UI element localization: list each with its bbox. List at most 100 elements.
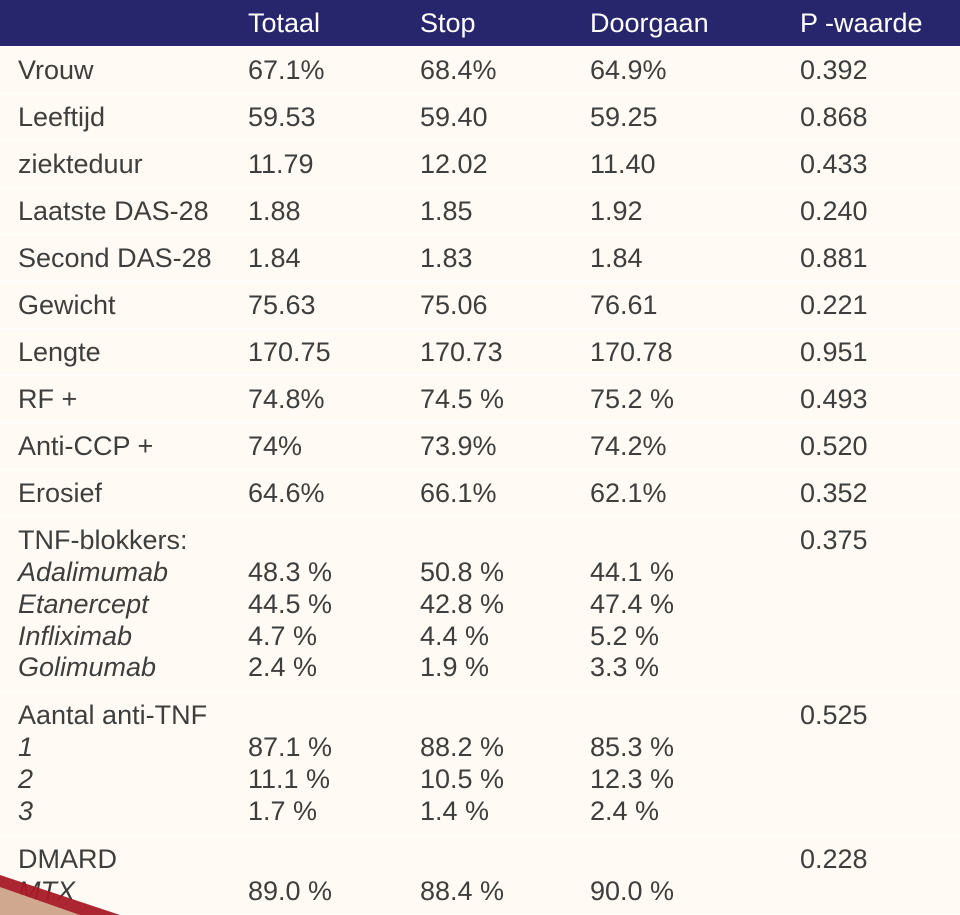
table-row-multi: DMARDMTX 89.0 % 88.4 % 90.0 % 0.228 xyxy=(0,836,960,915)
p-value: 0.525 xyxy=(800,700,948,731)
table-value: 85.3 % xyxy=(590,732,776,764)
table-cell: 1.84 xyxy=(578,235,788,282)
table-cell: 75.2 % xyxy=(578,376,788,423)
table-row: Leeftijd59.5359.4059.250.868 xyxy=(0,94,960,141)
table-cell: 59.53 xyxy=(236,94,408,141)
table-cell-pvalue: 0.228 xyxy=(788,836,960,915)
table-cell: 1.84 xyxy=(236,235,408,282)
row-sub-label: 2 xyxy=(18,764,224,796)
table-value: 44.5 % xyxy=(248,589,396,621)
row-label-title: Aantal anti-TNF xyxy=(18,700,224,732)
table-value: 12.3 % xyxy=(590,764,776,796)
table-cell: RF + xyxy=(0,376,236,423)
table-cell-pvalue: 0.525 xyxy=(788,692,960,835)
table-cell: Leeftijd xyxy=(0,94,236,141)
table-cell: 74.2% xyxy=(578,423,788,470)
table-cell: 88.4 % xyxy=(408,836,578,915)
table-value: 47.4 % xyxy=(590,589,776,621)
table-cell: 1.83 xyxy=(408,235,578,282)
table-cell: 89.0 % xyxy=(236,836,408,915)
row-sub-label: 3 xyxy=(18,796,224,828)
table-cell: 11.40 xyxy=(578,141,788,188)
row-label: TNF-blokkers:AdalimumabEtanerceptInflixi… xyxy=(0,517,236,692)
table-cell: 75.06 xyxy=(408,282,578,329)
table-cell: 73.9% xyxy=(408,423,578,470)
table-cell: 44.1 %47.4 %5.2 %3.3 % xyxy=(578,517,788,692)
spacer xyxy=(590,700,776,732)
table-row: RF +74.8%74.5 %75.2 %0.493 xyxy=(0,376,960,423)
row-label: DMARDMTX xyxy=(0,836,236,915)
table-cell: 68.4% xyxy=(408,47,578,94)
table-row-multi: TNF-blokkers:AdalimumabEtanerceptInflixi… xyxy=(0,517,960,692)
row-label: Aantal anti-TNF123 xyxy=(0,692,236,835)
table-cell: 170.75 xyxy=(236,329,408,376)
table-cell: 67.1% xyxy=(236,47,408,94)
spacer xyxy=(248,525,396,557)
table-cell: 76.61 xyxy=(578,282,788,329)
table-row: Second DAS-281.841.831.840.881 xyxy=(0,235,960,282)
spacer xyxy=(248,844,396,876)
table-cell: 1.92 xyxy=(578,188,788,235)
table-cell: Erosief xyxy=(0,470,236,517)
table-row: Laatste DAS-281.881.851.920.240 xyxy=(0,188,960,235)
table-cell: 0.433 xyxy=(788,141,960,188)
p-value: 0.375 xyxy=(800,525,948,556)
header-blank xyxy=(0,0,236,47)
table-cell: 74.5 % xyxy=(408,376,578,423)
table-cell: 11.79 xyxy=(236,141,408,188)
table-value: 5.2 % xyxy=(590,621,776,653)
table-cell: 90.0 % xyxy=(578,836,788,915)
table-cell: 0.493 xyxy=(788,376,960,423)
table-row: Anti-CCP +74%73.9%74.2%0.520 xyxy=(0,423,960,470)
table-cell: Gewicht xyxy=(0,282,236,329)
row-sub-label: 1 xyxy=(18,732,224,764)
table-row: Erosief64.6%66.1%62.1%0.352 xyxy=(0,470,960,517)
header-doorgaan: Doorgaan xyxy=(578,0,788,47)
spacer xyxy=(420,844,566,876)
table-cell: Laatste DAS-28 xyxy=(0,188,236,235)
table-value: 90.0 % xyxy=(590,876,776,908)
table-cell: 74% xyxy=(236,423,408,470)
row-label-title: DMARD xyxy=(18,844,224,876)
table-value: 48.3 % xyxy=(248,557,396,589)
table-value: 44.1 % xyxy=(590,557,776,589)
table-cell: 0.868 xyxy=(788,94,960,141)
table-value: 1.9 % xyxy=(420,652,566,684)
table-cell: 66.1% xyxy=(408,470,578,517)
table-value: 2.4 % xyxy=(590,796,776,828)
table-value: 89.0 % xyxy=(248,876,396,908)
statistics-table: Totaal Stop Doorgaan P -waarde Vrouw67.1… xyxy=(0,0,960,915)
row-sub-label: Etanercept xyxy=(18,589,224,621)
spacer xyxy=(420,525,566,557)
table-value: 42.8 % xyxy=(420,589,566,621)
row-sub-label: Adalimumab xyxy=(18,557,224,589)
row-sub-label: Infliximab xyxy=(18,621,224,653)
table-cell: 0.520 xyxy=(788,423,960,470)
table-cell: Anti-CCP + xyxy=(0,423,236,470)
table-value: 4.4 % xyxy=(420,621,566,653)
table-value: 1.4 % xyxy=(420,796,566,828)
table-value: 3.3 % xyxy=(590,652,776,684)
spacer xyxy=(590,525,776,557)
spacer xyxy=(590,844,776,876)
table-value: 4.7 % xyxy=(248,621,396,653)
header-stop: Stop xyxy=(408,0,578,47)
table-cell: 0.881 xyxy=(788,235,960,282)
table-cell: 50.8 %42.8 %4.4 %1.9 % xyxy=(408,517,578,692)
table-cell: 170.78 xyxy=(578,329,788,376)
table-value: 2.4 % xyxy=(248,652,396,684)
table-cell: 74.8% xyxy=(236,376,408,423)
table-value: 87.1 % xyxy=(248,732,396,764)
table-cell: 87.1 %11.1 %1.7 % xyxy=(236,692,408,835)
table-cell: 64.9% xyxy=(578,47,788,94)
table-cell: 0.240 xyxy=(788,188,960,235)
spacer xyxy=(420,700,566,732)
table-value: 88.2 % xyxy=(420,732,566,764)
row-sub-label: MTX xyxy=(18,876,224,908)
table-cell: Lengte xyxy=(0,329,236,376)
p-value: 0.228 xyxy=(800,844,948,875)
table-cell: 0.392 xyxy=(788,47,960,94)
table-cell: 85.3 %12.3 %2.4 % xyxy=(578,692,788,835)
spacer xyxy=(248,700,396,732)
table-cell: 1.88 xyxy=(236,188,408,235)
